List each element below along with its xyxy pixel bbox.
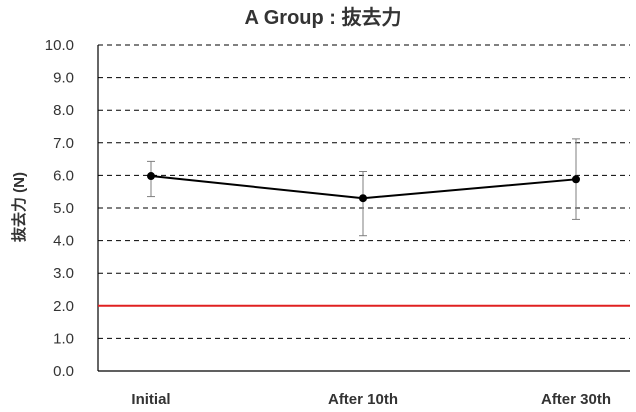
x-tick-label: After 30th xyxy=(541,391,611,408)
y-tick-label: 8.0 xyxy=(53,102,74,119)
y-tick-label: 2.0 xyxy=(53,298,74,315)
data-point xyxy=(147,172,155,181)
gridlines xyxy=(98,44,630,339)
y-tick-labels: 0.0 1.0 2.0 3.0 4.0 5.0 6.0 7.0 8.0 9.0 10.0 xyxy=(45,37,74,380)
x-tick-labels: Initial After 10th After 30th xyxy=(131,391,611,408)
y-tick-label: 7.0 xyxy=(53,135,74,152)
data-point xyxy=(572,175,580,184)
y-tick-label: 6.0 xyxy=(53,167,74,184)
x-tick-label: After 10th xyxy=(328,391,398,408)
y-tick-label: 9.0 xyxy=(53,70,74,87)
y-tick-label: 3.0 xyxy=(53,265,74,282)
y-tick-label: 5.0 xyxy=(53,200,74,217)
x-tick-label: Initial xyxy=(131,391,170,408)
y-tick-label: 4.0 xyxy=(53,233,74,250)
axes xyxy=(97,45,630,372)
error-bars xyxy=(147,138,580,237)
y-tick-label: 0.0 xyxy=(53,363,74,380)
y-tick-label: 1.0 xyxy=(53,330,74,347)
data-point xyxy=(359,194,367,203)
y-tick-label: 10.0 xyxy=(45,37,74,54)
y-axis-label: 抜去力 (N) xyxy=(10,172,28,242)
chart-title: A Group : 抜去力 xyxy=(244,5,401,29)
series-layer xyxy=(147,172,580,203)
